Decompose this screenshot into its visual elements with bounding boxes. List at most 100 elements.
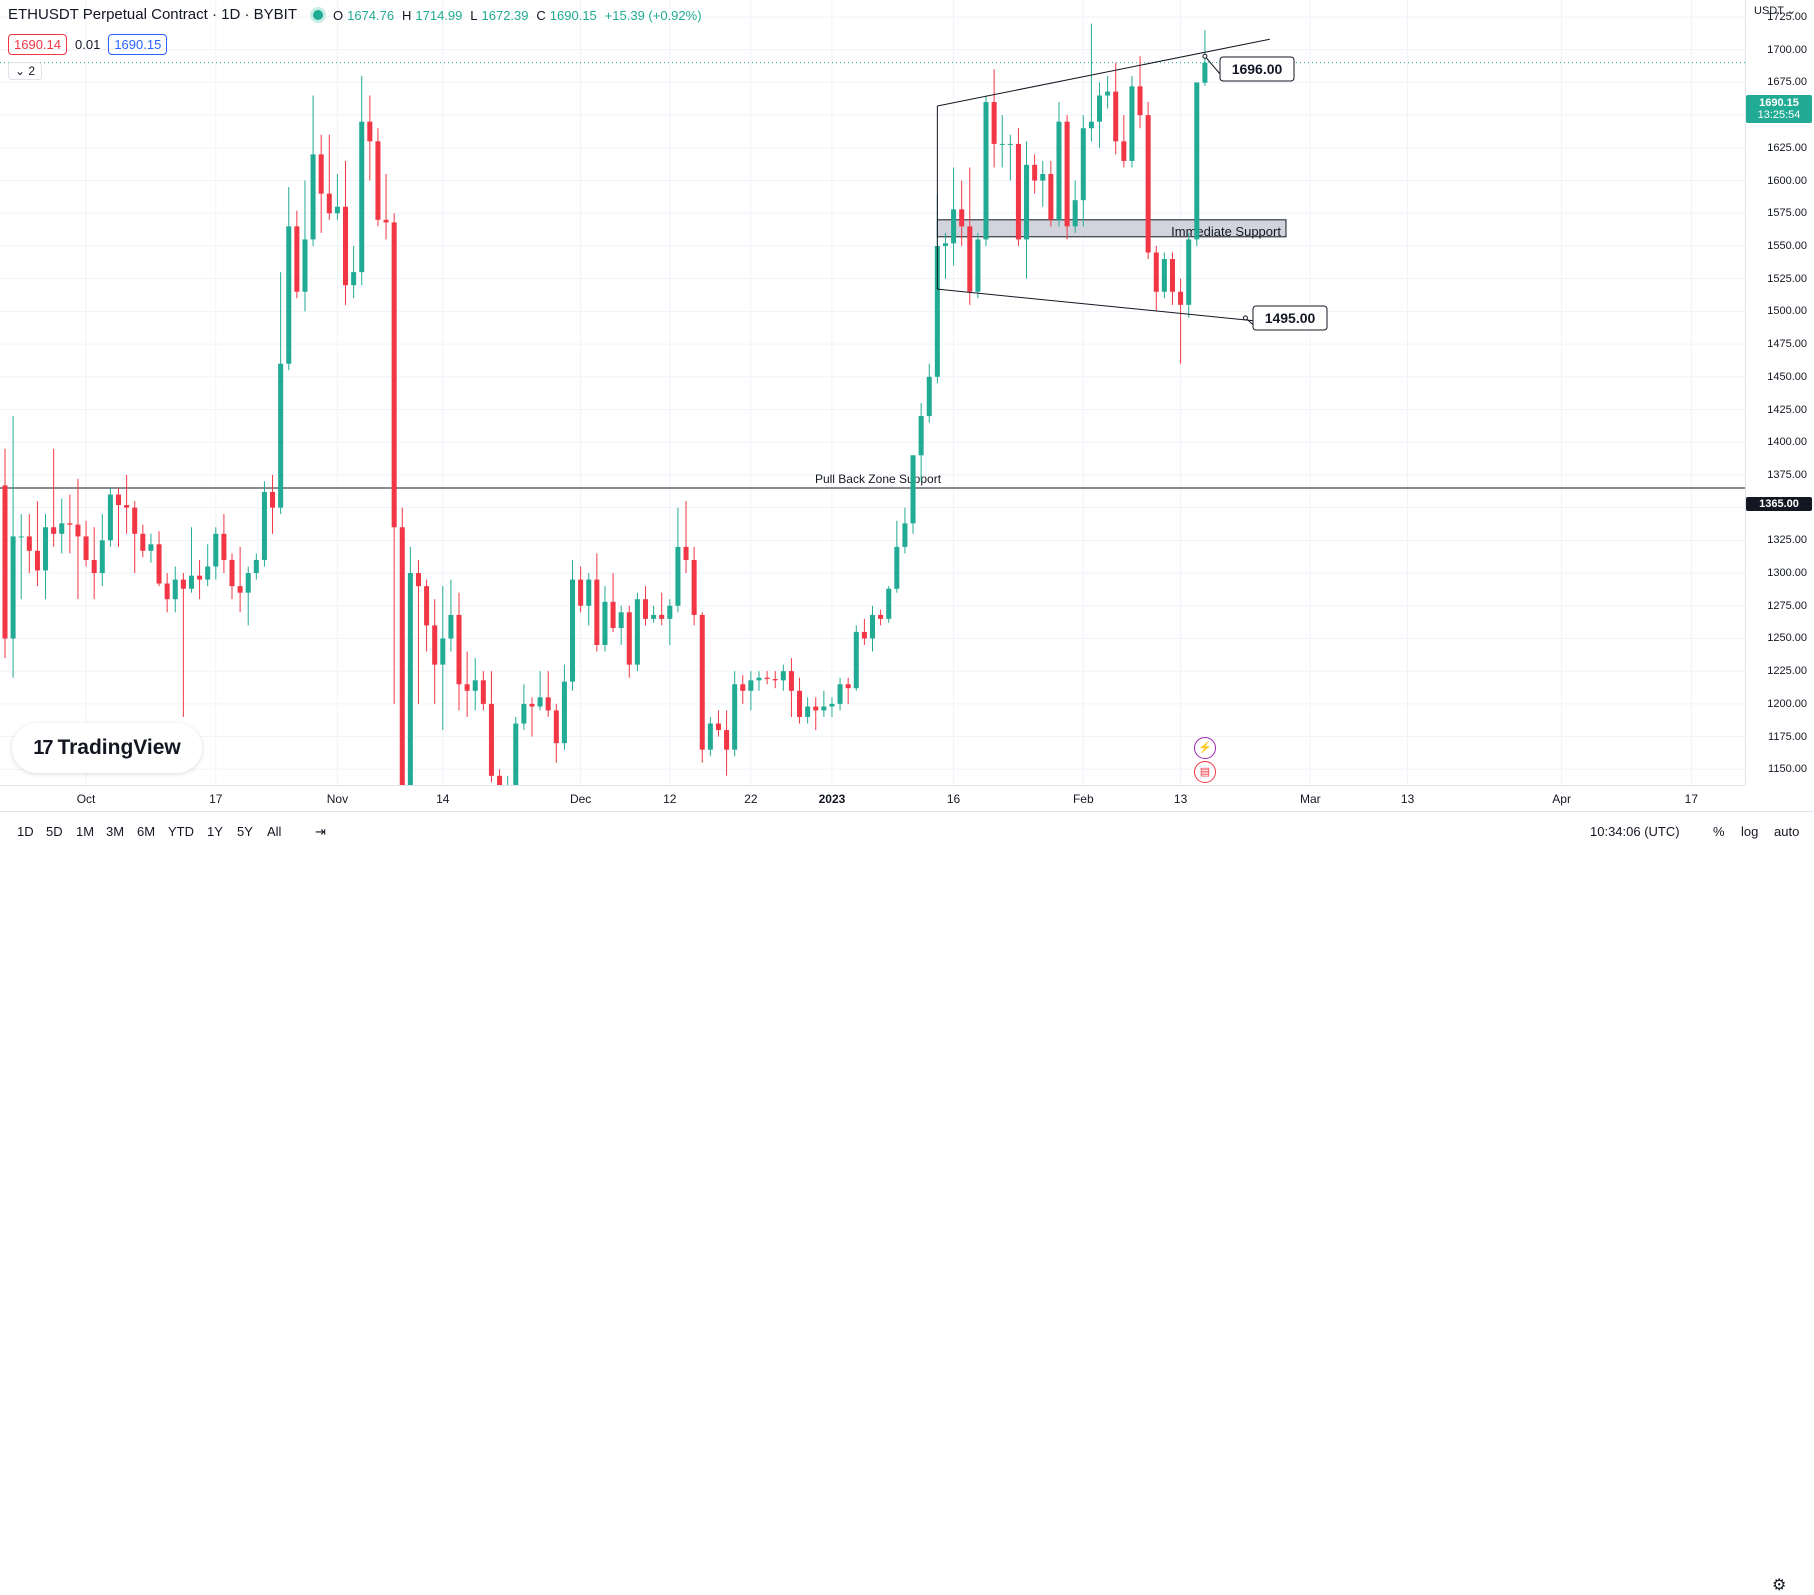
candle bbox=[983, 95, 989, 246]
candle-body bbox=[983, 102, 989, 240]
range-button-ytd[interactable]: YTD bbox=[168, 824, 194, 839]
candle-body bbox=[853, 631, 859, 689]
candle-body bbox=[975, 239, 981, 292]
time-axis-label: 13 bbox=[1173, 792, 1188, 806]
candle bbox=[253, 553, 259, 580]
candle bbox=[432, 599, 438, 704]
candle bbox=[1129, 75, 1135, 168]
price-axis-label: 1525.00 bbox=[1767, 272, 1807, 285]
candle-body bbox=[278, 363, 284, 508]
candle-body bbox=[326, 193, 332, 214]
time-axis[interactable]: Oct 17 Nov 14 Dec 12 22 2023 16 Feb 13 Mar 13 Apr 17 ⚙ bbox=[0, 785, 1786, 1594]
candle-body bbox=[245, 573, 251, 593]
candle bbox=[59, 498, 65, 554]
candle bbox=[651, 605, 657, 623]
candle bbox=[829, 697, 835, 717]
candle-body bbox=[959, 209, 965, 227]
candle bbox=[561, 664, 567, 750]
candle bbox=[148, 533, 154, 563]
range-button-5d[interactable]: 5D bbox=[46, 824, 63, 839]
candle-body bbox=[188, 575, 194, 589]
candle bbox=[1040, 160, 1046, 207]
us-flag-icon[interactable]: ▤ bbox=[1194, 761, 1216, 783]
candle bbox=[999, 115, 1005, 168]
percent-toggle[interactable]: % bbox=[1713, 824, 1725, 839]
candle-body bbox=[634, 599, 640, 665]
candle bbox=[853, 625, 859, 691]
lightning-icon[interactable]: ⚡ bbox=[1194, 737, 1216, 759]
candle-body bbox=[391, 222, 397, 528]
candle bbox=[1072, 180, 1078, 233]
candle bbox=[294, 210, 300, 299]
auto-toggle[interactable]: auto bbox=[1774, 824, 1800, 839]
candle bbox=[764, 671, 770, 685]
open-value: 1674.76 bbox=[347, 7, 395, 23]
candle bbox=[1032, 154, 1038, 194]
trade-buttons: 1690.14 0.01 1690.15 bbox=[8, 34, 168, 55]
range-button-5y[interactable]: 5Y bbox=[237, 824, 253, 839]
candle-body bbox=[213, 533, 219, 567]
candle bbox=[480, 671, 486, 711]
candle-body bbox=[1153, 252, 1159, 292]
range-button-3m[interactable]: 3M bbox=[106, 824, 125, 839]
pullback-support-label: Pull Back Zone Support bbox=[815, 472, 942, 486]
candle-body bbox=[878, 614, 884, 619]
candle-body bbox=[967, 226, 973, 292]
candle-body bbox=[594, 579, 600, 646]
chevron-down-icon: ⌄ bbox=[1786, 5, 1797, 17]
range-button-1m[interactable]: 1M bbox=[76, 824, 95, 839]
candle bbox=[270, 474, 276, 534]
candle-body bbox=[675, 546, 681, 606]
candle bbox=[415, 559, 421, 704]
currency-selector[interactable]: USDT ⌄ bbox=[1754, 4, 1796, 17]
candle bbox=[140, 524, 146, 558]
price-axis-label: 1150.00 bbox=[1768, 763, 1807, 776]
candle bbox=[837, 677, 843, 711]
upper-callout-anchor bbox=[1202, 53, 1208, 59]
log-toggle[interactable]: log bbox=[1741, 824, 1759, 839]
candle-body bbox=[1015, 143, 1021, 240]
buy-button[interactable]: 1690.15 bbox=[108, 34, 168, 55]
candle-body bbox=[1088, 121, 1094, 129]
candle-body bbox=[197, 575, 203, 580]
candle bbox=[553, 703, 559, 763]
price-axis-label: 1500.00 bbox=[1767, 305, 1807, 318]
candle-body bbox=[886, 588, 892, 619]
gear-icon[interactable]: ⚙ bbox=[1772, 1577, 1787, 1594]
candle-body bbox=[148, 544, 154, 551]
market-status-icon[interactable] bbox=[312, 9, 323, 20]
price-axis-label: 1475.00 bbox=[1767, 338, 1807, 351]
candle-body bbox=[1105, 91, 1111, 96]
upper-callout-box bbox=[1219, 56, 1295, 82]
candle bbox=[748, 671, 754, 711]
current-price-tag: 1690.15 13:25:54 bbox=[1746, 95, 1812, 123]
chart-pane[interactable]: Immediate Support Pull Back Zone Support … bbox=[0, 0, 1745, 871]
candle bbox=[878, 609, 884, 626]
current-price-value: 1690.15 bbox=[1759, 97, 1799, 109]
lower-callout-text: 1495.00 bbox=[1265, 310, 1316, 326]
utc-clock[interactable]: 10:34:06 (UTC) bbox=[1590, 824, 1680, 839]
candle-body bbox=[1194, 82, 1200, 240]
candle bbox=[602, 586, 608, 652]
candle-body bbox=[383, 219, 389, 223]
indicators-count: 2 bbox=[28, 64, 36, 78]
price-axis[interactable]: USDT ⌄ 1725.001700.001675.001650.001625.… bbox=[1745, 0, 1814, 785]
symbol-title[interactable]: ETHUSDT Perpetual Contract · 1D · BYBIT bbox=[8, 6, 297, 23]
candle bbox=[1048, 160, 1054, 227]
candle-body bbox=[2, 485, 8, 639]
candle bbox=[1080, 115, 1086, 227]
date-range-icon[interactable]: ⇥ bbox=[315, 824, 326, 839]
sell-button[interactable]: 1690.14 bbox=[8, 34, 67, 55]
range-button-1y[interactable]: 1Y bbox=[207, 824, 223, 839]
range-button-all[interactable]: All bbox=[267, 824, 282, 839]
candle-body bbox=[1032, 164, 1038, 181]
tradingview-logo[interactable]: 17 TradingView bbox=[12, 723, 202, 773]
candle-body bbox=[180, 579, 186, 589]
range-button-6m[interactable]: 6M bbox=[137, 824, 156, 839]
candle-body bbox=[456, 614, 462, 685]
candle-body bbox=[894, 546, 900, 589]
range-button-1d[interactable]: 1D bbox=[17, 824, 34, 839]
indicators-toggle[interactable]: ⌄ 2 bbox=[8, 62, 43, 80]
candle bbox=[464, 651, 470, 717]
